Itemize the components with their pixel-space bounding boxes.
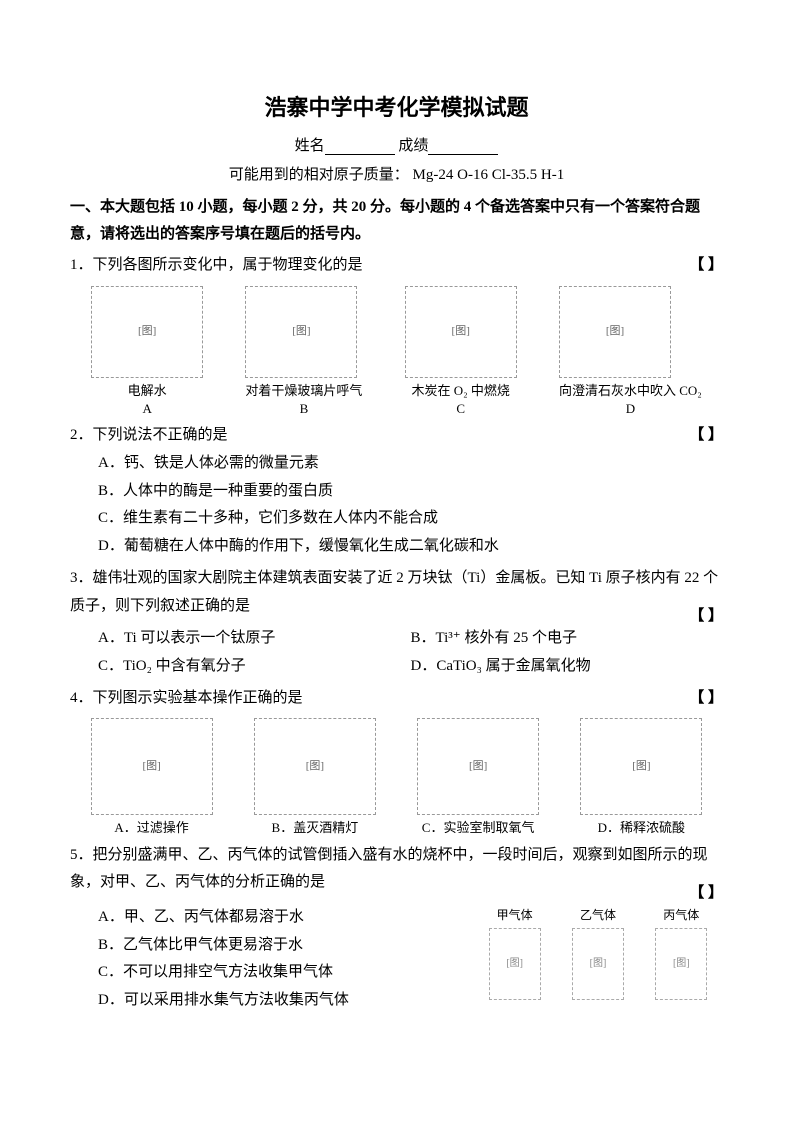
q4-fig-b-image: [图] <box>254 718 376 815</box>
q4-fig-d-image: [图] <box>580 718 702 815</box>
q2-opt-d: D．葡萄糖在人体中酶的作用下，缓慢氧化生成二氧化碳和水 <box>98 533 723 561</box>
q1-fig-b: [图] 对着干燥玻璃片呼气 B <box>245 286 362 418</box>
q5-stem: 把分别盛满甲、乙、丙气体的试管倒插入盛有水的烧杯中，一段时间后，观察到如图所示的… <box>70 847 708 891</box>
q2-answer-bracket[interactable]: 【 】 <box>689 422 723 450</box>
q1-fig-d-image: [图] <box>559 286 671 378</box>
question-5: 5．把分别盛满甲、乙、丙气体的试管倒插入盛有水的烧杯中，一段时间后，观察到如图所… <box>70 842 723 1015</box>
q1-fig-b-image: [图] <box>245 286 357 378</box>
q1-fig-c-caption: 木炭在 O₂ 中燃烧 <box>405 382 517 400</box>
q1-fig-d: [图] 向澄清石灰水中吹入 CO₂ D <box>559 286 702 418</box>
q5-beaker-3-label: 丙气体 <box>651 904 711 926</box>
q5-beaker-2: 乙气体 [图] <box>568 904 628 1000</box>
q3-num: 3． <box>70 570 93 586</box>
q4-fig-c-image: [图] <box>417 718 539 815</box>
q1-fig-b-caption: 对着干燥玻璃片呼气 <box>245 382 362 400</box>
name-label: 姓名 <box>295 138 325 154</box>
q3-opt-c: C．TiO₂ 中含有氧分子 <box>98 653 411 681</box>
q4-fig-a: [图] A．过滤操作 <box>91 718 213 837</box>
q1-fig-a-caption: 电解水 <box>91 382 203 400</box>
q1-fig-d-letter: D <box>559 400 702 418</box>
q5-beaker-1-label: 甲气体 <box>485 904 545 926</box>
q5-figure: 甲气体 [图] 乙气体 [图] 丙气体 [图] <box>473 904 723 1015</box>
score-label: 成绩 <box>398 138 428 154</box>
q4-fig-b: [图] B．盖灭酒精灯 <box>254 718 376 837</box>
q4-figure-row: [图] A．过滤操作 [图] B．盖灭酒精灯 [图] C．实验室制取氧气 [图]… <box>70 718 723 837</box>
name-blank[interactable] <box>325 140 395 155</box>
q1-num: 1． <box>70 257 93 273</box>
atomic-mass-line: 可能用到的相对原子质量： Mg-24 O-16 Cl-35.5 H-1 <box>70 163 723 184</box>
q4-fig-c-caption: C．实验室制取氧气 <box>417 819 539 837</box>
q5-opt-a: A．甲、乙、丙气体都易溶于水 <box>98 904 473 932</box>
q2-num: 2． <box>70 427 93 443</box>
q4-fig-d: [图] D．稀释浓硫酸 <box>580 718 702 837</box>
q1-fig-d-caption: 向澄清石灰水中吹入 CO₂ <box>559 382 702 400</box>
q5-options: A．甲、乙、丙气体都易溶于水 B．乙气体比甲气体更易溶于水 C．不可以用排空气方… <box>70 904 473 1015</box>
q5-opt-b: B．乙气体比甲气体更易溶于水 <box>98 932 473 960</box>
q4-fig-b-caption: B．盖灭酒精灯 <box>254 819 376 837</box>
question-2: 2．下列说法不正确的是 【 】 A．钙、铁是人体必需的微量元素 B．人体中的酶是… <box>70 422 723 561</box>
question-1: 1．下列各图所示变化中，属于物理变化的是 【 】 [图] 电解水 A [图] 对… <box>70 252 723 418</box>
name-score-line: 姓名 成绩 <box>70 134 723 155</box>
q1-fig-c: [图] 木炭在 O₂ 中燃烧 C <box>405 286 517 418</box>
q5-beaker-1: 甲气体 [图] <box>485 904 545 1000</box>
q2-opt-c: C．维生素有二十多种，它们多数在人体内不能合成 <box>98 505 723 533</box>
q3-opt-d: D．CaTiO₃ 属于金属氧化物 <box>411 653 724 681</box>
q3-options: A．Ti 可以表示一个钛原子 C．TiO₂ 中含有氧分子 B．Ti³⁺ 核外有 … <box>70 625 723 681</box>
q1-fig-a-image: [图] <box>91 286 203 378</box>
q5-beaker-2-image: [图] <box>572 928 624 1000</box>
q4-fig-a-caption: A．过滤操作 <box>91 819 213 837</box>
page-title: 浩寨中学中考化学模拟试题 <box>70 90 723 122</box>
q5-beaker-3-image: [图] <box>655 928 707 1000</box>
q1-fig-b-letter: B <box>245 400 362 418</box>
q1-figure-row: [图] 电解水 A [图] 对着干燥玻璃片呼气 B [图] 木炭在 O₂ 中燃烧… <box>70 286 723 418</box>
q5-beaker-2-label: 乙气体 <box>568 904 628 926</box>
q5-num: 5． <box>70 847 93 863</box>
q4-num: 4． <box>70 690 93 706</box>
q4-fig-a-image: [图] <box>91 718 213 815</box>
q5-beaker-1-image: [图] <box>489 928 541 1000</box>
q3-stem: 雄伟壮观的国家大剧院主体建筑表面安装了近 2 万块钛（Ti）金属板。已知 Ti … <box>70 570 718 614</box>
question-4: 4．下列图示实验基本操作正确的是 【 】 [图] A．过滤操作 [图] B．盖灭… <box>70 685 723 838</box>
section-1-heading: 一、本大题包括 10 小题，每小题 2 分，共 20 分。每小题的 4 个备选答… <box>70 194 723 248</box>
q2-stem: 下列说法不正确的是 <box>93 427 228 443</box>
score-blank[interactable] <box>428 140 498 155</box>
q1-answer-bracket[interactable]: 【 】 <box>689 252 723 280</box>
q5-beaker-3: 丙气体 [图] <box>651 904 711 1000</box>
q4-fig-c: [图] C．实验室制取氧气 <box>417 718 539 837</box>
q1-fig-a-letter: A <box>91 400 203 418</box>
q1-fig-c-letter: C <box>405 400 517 418</box>
q1-fig-c-image: [图] <box>405 286 517 378</box>
q3-opt-a: A．Ti 可以表示一个钛原子 <box>98 625 411 653</box>
q4-fig-d-caption: D．稀释浓硫酸 <box>580 819 702 837</box>
q4-answer-bracket[interactable]: 【 】 <box>689 685 723 713</box>
question-3: 3．雄伟壮观的国家大剧院主体建筑表面安装了近 2 万块钛（Ti）金属板。已知 T… <box>70 565 723 681</box>
q2-options: A．钙、铁是人体必需的微量元素 B．人体中的酶是一种重要的蛋白质 C．维生素有二… <box>70 450 723 561</box>
q3-opt-b: B．Ti³⁺ 核外有 25 个电子 <box>411 625 724 653</box>
q5-opt-c: C．不可以用排空气方法收集甲气体 <box>98 959 473 987</box>
q4-stem: 下列图示实验基本操作正确的是 <box>93 690 303 706</box>
q2-opt-b: B．人体中的酶是一种重要的蛋白质 <box>98 478 723 506</box>
q1-stem: 下列各图所示变化中，属于物理变化的是 <box>93 257 363 273</box>
q1-fig-a: [图] 电解水 A <box>91 286 203 418</box>
q2-opt-a: A．钙、铁是人体必需的微量元素 <box>98 450 723 478</box>
q5-opt-d: D．可以采用排水集气方法收集丙气体 <box>98 987 473 1015</box>
exam-page: 浩寨中学中考化学模拟试题 姓名 成绩 可能用到的相对原子质量： Mg-24 O-… <box>0 0 793 1122</box>
